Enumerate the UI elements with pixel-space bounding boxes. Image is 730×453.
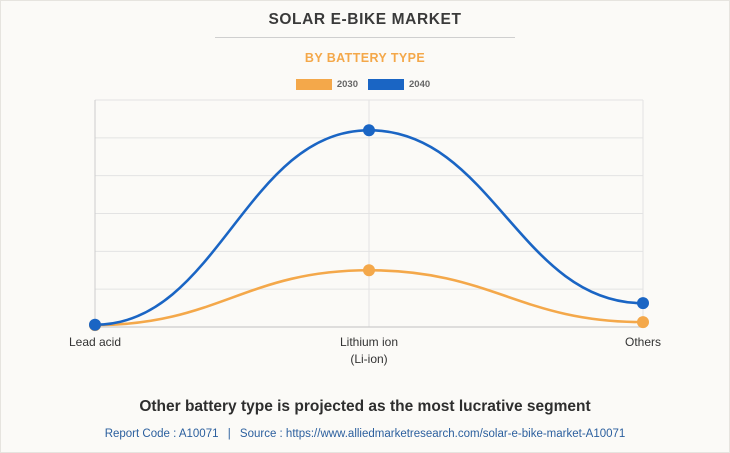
data-point-2040-0	[89, 318, 101, 331]
source-link[interactable]: Source : https://www.alliedmarketresearc…	[239, 428, 626, 440]
legend-label-2040: 2040	[409, 79, 431, 90]
legend-swatch-2030	[295, 79, 332, 90]
legend-label-2030: 2030	[336, 79, 358, 90]
category-labels: Lead acid Lithium ion (Li-ion) Others	[69, 335, 661, 366]
title-divider	[215, 37, 515, 38]
legend-item-2040[interactable]: 2040	[368, 79, 430, 90]
x-tick-label-line: (Li-ion)	[350, 352, 387, 366]
x-tick-label-line: Lithium ion	[340, 335, 398, 349]
headline-text: Other battery type is projected as the m…	[139, 398, 591, 415]
footer-separator: |	[227, 428, 231, 440]
grid-lines	[94, 99, 644, 327]
x-tick-label: Lead acid	[69, 335, 121, 349]
legend: 2030 2040	[0, 79, 730, 90]
data-point-2030-2	[637, 316, 649, 329]
data-points	[89, 124, 649, 332]
data-point-2040-1	[363, 124, 375, 137]
report-code: Report Code : A10071	[104, 428, 219, 440]
data-point-2040-2	[637, 297, 649, 310]
data-point-2030-1	[363, 264, 375, 277]
legend-swatch-2040	[368, 79, 404, 90]
x-tick-label-line: Lead acid	[69, 335, 121, 349]
footer: Report Code : A10071 | Source : https://…	[0, 428, 730, 440]
chart-subtitle: BY BATTERY TYPE	[304, 51, 426, 65]
x-tick-label-line: Others	[625, 335, 661, 349]
x-tick-label: Lithium ion (Li-ion)	[340, 335, 398, 366]
legend-item-2030[interactable]: 2030	[295, 79, 358, 90]
chart-title: SOLAR E-BIKE MARKET	[268, 11, 462, 28]
x-tick-label: Others	[625, 335, 661, 349]
axes	[94, 100, 643, 328]
